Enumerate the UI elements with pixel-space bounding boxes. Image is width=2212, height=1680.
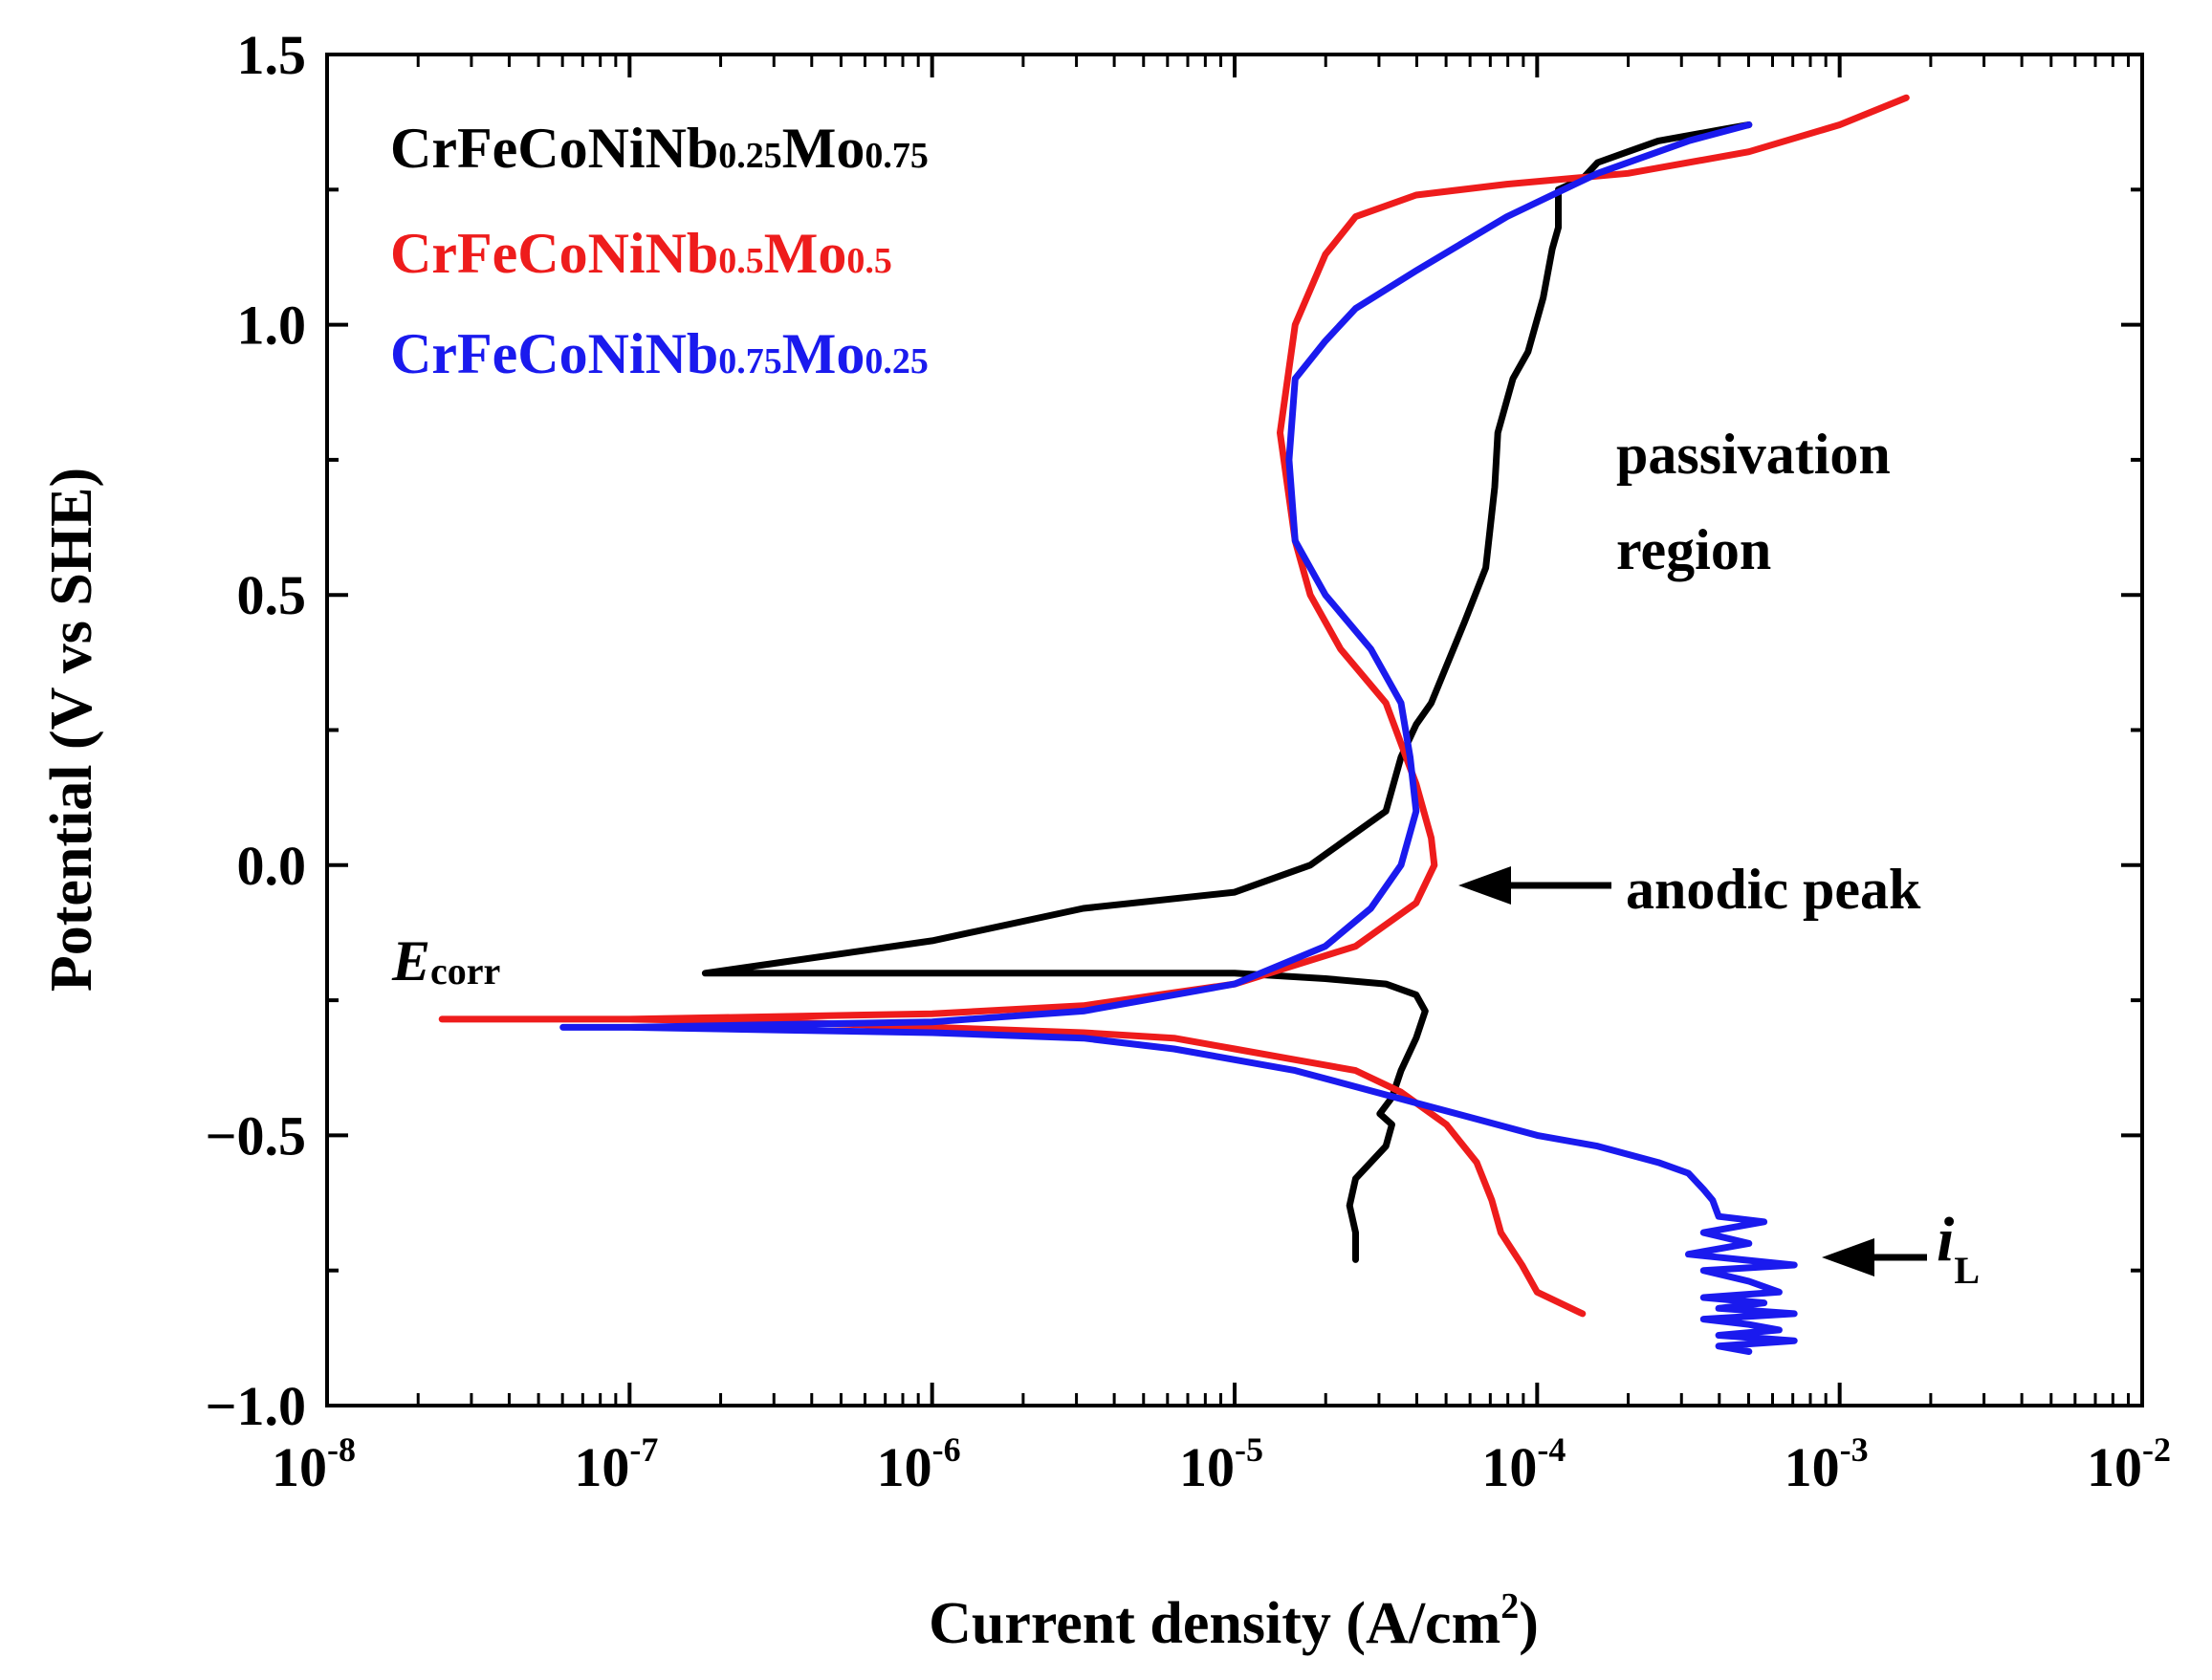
- x-tick-label: 10-2: [2087, 1430, 2171, 1498]
- x-axis-title-close: ): [1519, 1591, 1539, 1656]
- y-tick-label: 0.0: [237, 835, 307, 897]
- anodic-peak-arrow: [1458, 866, 1611, 905]
- x-tick-label: 10-5: [1179, 1430, 1263, 1498]
- il-label: iL: [1937, 1205, 1980, 1292]
- series-layer: [438, 94, 1910, 1355]
- series-line-3: [559, 121, 1798, 1355]
- y-axis-title: Potential (V vs SHE): [39, 468, 104, 992]
- x-axis: 10-8 10-7 10-6 10-5 10-4 10-3 10-2: [272, 55, 2171, 1498]
- x-axis-title: Current density (A/cm2): [929, 1586, 1539, 1656]
- x-tick-label: 10-3: [1785, 1430, 1869, 1498]
- ecorr-main: E: [391, 929, 430, 993]
- series-line-1: [701, 121, 1753, 1263]
- il-arrow-head: [1822, 1238, 1874, 1276]
- legend-entry-3: CrFeCoNiNb0.75Mo0.25: [390, 322, 929, 385]
- il-main: i: [1937, 1205, 1955, 1275]
- y-tick-label: 1.0: [237, 295, 307, 357]
- x-tick-label: 10-7: [574, 1430, 658, 1498]
- y-tick-label: −0.5: [205, 1104, 306, 1167]
- anodic-peak-label: anodic peak: [1626, 858, 1921, 921]
- ecorr-sub: corr: [430, 949, 500, 993]
- x-tick-label: 10-8: [272, 1430, 356, 1498]
- ecorr-label: Ecorr: [391, 929, 500, 993]
- y-tick-label: 1.5: [237, 24, 307, 86]
- x-axis-title-main: Current density (A/cm: [929, 1591, 1500, 1656]
- legend: CrFeCoNiNb0.25Mo0.75 CrFeCoNiNb0.5Mo0.5 Cr…: [390, 117, 929, 385]
- anodic-peak-arrow-head: [1458, 866, 1511, 905]
- x-tick-label: 10-6: [877, 1430, 961, 1498]
- y-axis: 1.5 1.0 0.5 0.0 −0.5 −1.0: [205, 24, 2142, 1437]
- il-arrow: [1822, 1238, 1927, 1276]
- passivation-label-line1: passivation: [1616, 423, 1891, 486]
- x-axis-title-sup: 2: [1500, 1586, 1519, 1626]
- legend-entry-2: CrFeCoNiNb0.5Mo0.5: [390, 222, 892, 285]
- y-tick-label: 0.5: [237, 564, 307, 626]
- y-tick-label: −1.0: [205, 1375, 306, 1437]
- legend-entry-1: CrFeCoNiNb0.25Mo0.75: [390, 117, 929, 180]
- passivation-label-line2: region: [1616, 518, 1771, 581]
- il-sub: L: [1954, 1249, 1980, 1292]
- x-tick-label: 10-4: [1481, 1430, 1566, 1498]
